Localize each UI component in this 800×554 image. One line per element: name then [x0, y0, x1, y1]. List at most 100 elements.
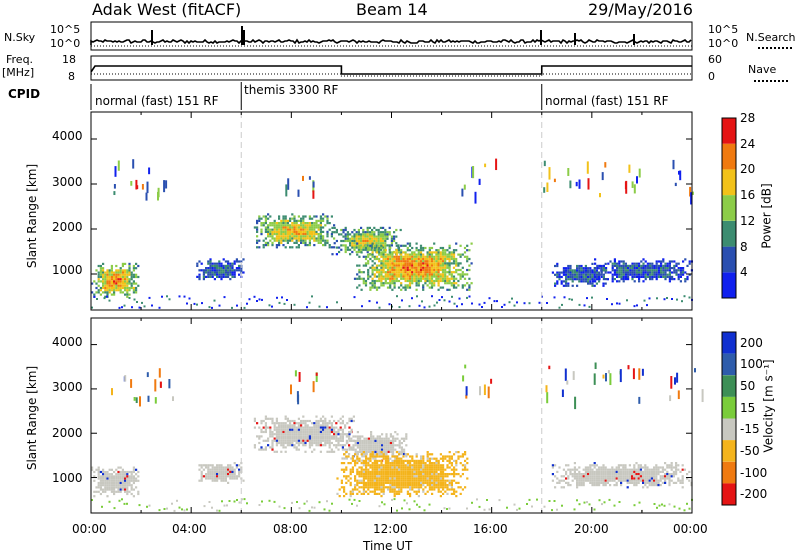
scatter-cell: [306, 226, 309, 229]
scatter-cell: [569, 278, 572, 281]
scatter-cell: [282, 424, 285, 427]
scatter-cell: [284, 446, 287, 449]
scatter-cell: [311, 444, 314, 447]
scatter-cell: [637, 479, 640, 482]
scatter-cell: [417, 264, 420, 267]
scatter-cell: [600, 470, 603, 473]
scatter-cell: [324, 426, 327, 429]
scatter-cell: [600, 271, 603, 274]
scatter-cell: [672, 473, 675, 476]
scatter-cell: [207, 262, 210, 265]
scatter-cell: [609, 468, 612, 471]
scatter-cell: [106, 284, 109, 287]
scatter-cell: [464, 453, 467, 456]
scatter-cell: [406, 255, 409, 258]
scatter-cell: [591, 282, 594, 285]
scatter-cell: [313, 224, 316, 227]
ground-scatter: [368, 300, 371, 303]
scatter-cell: [373, 268, 376, 272]
scatter-cell: [213, 269, 216, 272]
scatter-cell: [367, 442, 370, 445]
scatter-cell: [622, 468, 625, 471]
scatter-cell: [442, 486, 445, 489]
scatter-cell: [330, 437, 333, 440]
scatter-cell: [306, 230, 309, 233]
scatter-cell: [624, 479, 627, 482]
scatter-cell: [653, 475, 656, 478]
scatter-cell: [367, 479, 370, 482]
time-tick-0: 00:00: [72, 522, 107, 536]
scatter-cell: [220, 273, 223, 276]
scatter-cell: [589, 282, 592, 285]
scatter-cell: [238, 470, 241, 473]
scatter-cell: [308, 230, 311, 233]
scatter-cell: [340, 244, 343, 247]
scatter-cell: [328, 426, 331, 429]
sparse-echo: [154, 379, 157, 392]
scatter-cell: [227, 464, 230, 467]
scatter-cell: [371, 477, 374, 480]
scatter-cell: [349, 233, 352, 236]
scatter-cell: [356, 492, 359, 495]
scatter-cell: [560, 275, 563, 279]
scatter-cell: [282, 435, 285, 438]
scatter-cell: [673, 271, 676, 274]
scatter-cell: [413, 459, 416, 462]
scatter-cell: [444, 277, 447, 280]
scatter-cell: [638, 269, 641, 272]
scatter-cell: [300, 237, 303, 240]
scatter-cell: [439, 273, 442, 276]
scatter-cell: [406, 246, 409, 250]
scatter-cell: [677, 479, 680, 482]
scatter-cell: [580, 267, 583, 270]
scatter-cell: [128, 490, 131, 493]
scatter-cell: [461, 488, 464, 491]
scatter-cell: [280, 426, 283, 429]
scatter-cell: [132, 289, 135, 292]
scatter-cell: [354, 475, 357, 478]
colorbar-swatch: [722, 396, 736, 419]
scatter-cell: [373, 455, 376, 458]
scatter-cell: [582, 267, 585, 270]
scatter-cell: [319, 239, 322, 242]
scatter-cell: [365, 448, 368, 451]
scatter-cell: [415, 479, 418, 482]
scatter-cell: [437, 260, 440, 263]
ground-scatter: [633, 305, 636, 308]
scatter-cell: [304, 226, 307, 229]
scatter-cell: [587, 468, 590, 471]
scatter-cell: [302, 241, 305, 244]
scatter-cell: [646, 481, 649, 484]
scatter-cell: [653, 275, 656, 278]
scatter-cell: [644, 264, 647, 267]
scatter-cell: [598, 473, 601, 476]
scatter-cell: [213, 271, 216, 274]
scatter-cell: [390, 239, 393, 243]
scatter-cell: [130, 484, 133, 487]
scatter-cell: [218, 267, 221, 270]
scatter-cell: [99, 492, 102, 496]
scatter-cell: [137, 284, 140, 287]
scatter-cell: [374, 453, 377, 456]
scatter-cell: [91, 282, 94, 285]
scatter-cell: [356, 431, 359, 434]
scatter-cell: [322, 239, 325, 242]
scatter-cell: [260, 446, 263, 449]
scatter-cell: [609, 479, 612, 482]
scatter-cell: [390, 242, 393, 245]
scatter-cell: [340, 228, 343, 232]
scatter-cell: [227, 473, 230, 476]
scatter-cell: [624, 470, 627, 473]
ground-scatter: [408, 508, 411, 511]
scatter-cell: [437, 253, 440, 256]
scatter-cell: [365, 455, 368, 458]
scatter-cell: [600, 267, 603, 270]
scatter-cell: [417, 271, 420, 274]
scatter-cell: [362, 488, 365, 491]
scatter-cell: [411, 475, 414, 478]
scatter-cell: [311, 235, 314, 238]
scatter-cell: [556, 264, 559, 268]
scatter-cell: [600, 477, 603, 480]
scatter-cell: [653, 273, 656, 276]
scatter-cell: [271, 222, 274, 225]
